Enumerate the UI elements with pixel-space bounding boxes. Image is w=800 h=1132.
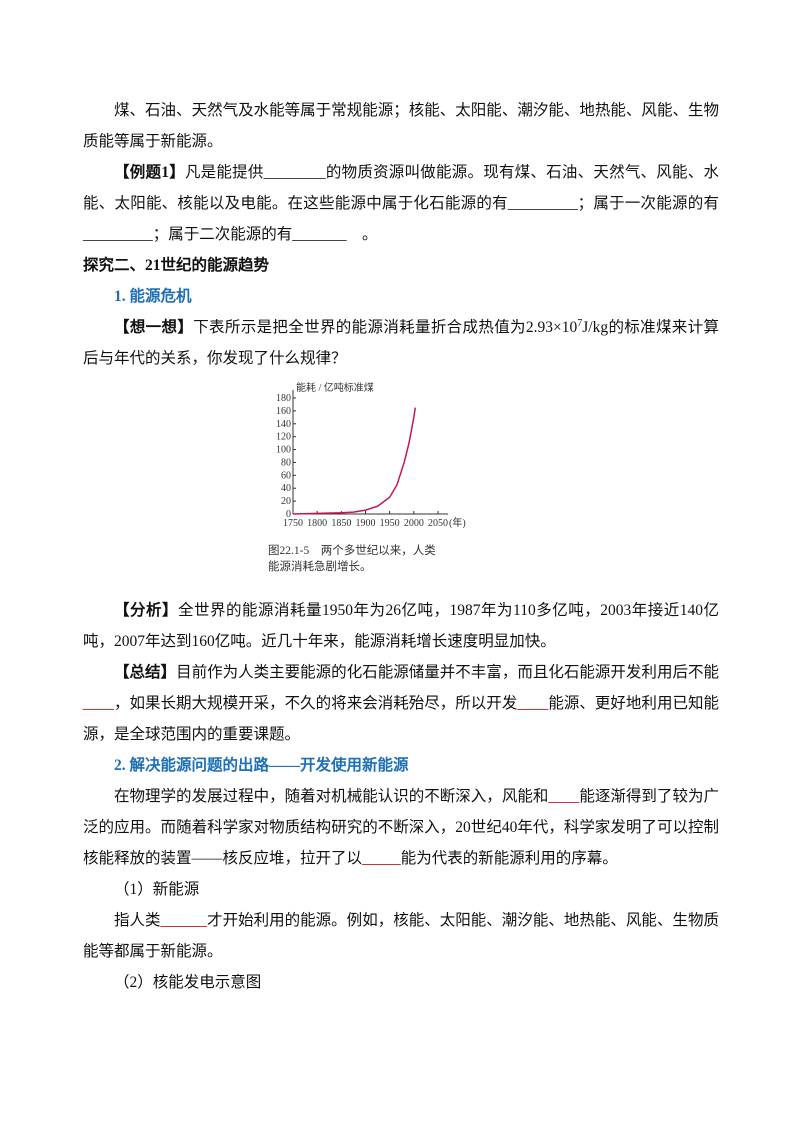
text: 能逐渐得到了较为广泛的应用。而随着科学家对物质结构研究的不断深入，20世纪40年… (83, 788, 719, 867)
label: 【总结】 (114, 664, 177, 681)
y-tick-label: 100 (276, 445, 291, 456)
label: 【分析】 (114, 602, 179, 619)
line (292, 407, 417, 515)
text: 凡是能提供 (184, 164, 264, 181)
text: 目前作为人类主要能源的化石能源储量并不丰富，而且化石能源开发利用后不能 (176, 664, 719, 681)
y-tick-label: 40 (281, 483, 291, 494)
text: J/kg的标准煤来计算后与年代的关系，你发现了什么规律？ (83, 319, 719, 367)
x-tick-label: 1950 (380, 518, 400, 529)
x-tick-label: 1850 (331, 518, 351, 529)
y-tick-label: 0 (286, 509, 291, 520)
caption: 图22.1-5 两个多世纪以来，人类 (268, 545, 436, 557)
y-tick-label: 160 (276, 406, 291, 417)
figure: 能耗 / 亿吨标准煤 0 20 40 60 80 100 120 140 160 180 1750 1… (268, 381, 508, 575)
x-tick-label: 2050 (428, 518, 448, 529)
label: 【例题1】 (114, 164, 185, 181)
subheading: 2. 解决能源问题的出路——开发使用新能源 (114, 757, 409, 774)
text: 。 (346, 226, 378, 243)
blank: ____ (517, 695, 549, 712)
text: （2）核能发电示意图 (114, 974, 262, 991)
y-tick-label: 20 (281, 496, 291, 507)
y-tick-label: 60 (281, 470, 291, 481)
text: 指人类 (114, 912, 161, 929)
paragraph: 【想一想】下表所示是把全世界的能源消耗量折合成热值为2.93×107J/kg的标… (83, 312, 719, 374)
label: 【想一想】 (114, 319, 194, 336)
x-tick-label: 1800 (307, 518, 327, 529)
text: 才开始利用的能源。例如，核能、太阳能、潮汐能、地热能、风能、生物质能等都属于新能… (83, 912, 719, 960)
text: 的物质资源叫做能源。现有煤、石油、天然气、风能、水能、太阳能、核能以及电能。在这… (83, 164, 719, 212)
text: ；属于一次能源的有 (577, 195, 719, 212)
paragraph: 【分析】全世界的能源消耗量1950年为26亿吨，1987年为110多亿吨，200… (83, 595, 719, 657)
paragraph: 【例题1】凡是能提供________的物质资源叫做能源。现有煤、石油、天然气、风… (83, 157, 719, 250)
text: 下表所示是把全世界的能源消耗量折合成热值为2.93×10 (193, 319, 578, 336)
y-axis-label: 能耗 / 亿吨标准煤 (296, 382, 374, 394)
text: 煤、石油、天然气及水能等属于常规能源；核能、太阳能、潮汐能、地热能、风能、生物质… (83, 102, 719, 150)
text: 能为代表的新能源利用的序幕。 (400, 850, 618, 867)
paragraph: （2）核能发电示意图 (83, 967, 719, 998)
text: （1）新能源 (114, 881, 200, 898)
text: 全世界的能源消耗量1950年为26亿吨，1987年为110多亿吨，2003年接近… (83, 602, 719, 650)
x-tick-label: 2000 (404, 518, 424, 529)
paragraph: 煤、石油、天然气及水能等属于常规能源；核能、太阳能、潮汐能、地热能、风能、生物质… (83, 95, 719, 157)
text: ，如果长期大规模开采，不久的将来会消耗殆尽，所以开发 (114, 695, 518, 712)
superscript: 7 (577, 317, 583, 329)
caption: 能源消耗急剧增长。 (268, 561, 372, 573)
paragraph: （1）新能源 (83, 874, 719, 905)
blank: _______ (292, 226, 347, 243)
y-tick-label: 80 (281, 457, 291, 468)
subheading: 1. 能源危机 (114, 288, 192, 305)
section-heading: 探究二、21世纪的能源趋势 (83, 257, 270, 274)
text: 在物理学的发展过程中，随着对机械能认识的不断深入，风能和 (114, 788, 549, 805)
y-tick-label: 180 (276, 393, 291, 404)
blank: ____ (548, 788, 580, 805)
text: ；属于二次能源的有 (152, 226, 293, 243)
paragraph: 【总结】目前作为人类主要能源的化石能源储量并不丰富，而且化石能源开发利用后不能 _… (83, 657, 719, 750)
blank: _________ (507, 195, 578, 212)
x-tick-label: 1750 (283, 518, 303, 529)
y-tick-label: 120 (276, 432, 291, 443)
paragraph: 在物理学的发展过程中，随着对机械能认识的不断深入，风能和____能逐渐得到了较为… (83, 781, 719, 874)
document: 煤、石油、天然气及水能等属于常规能源；核能、太阳能、潮汐能、地热能、风能、生物质… (83, 95, 719, 998)
x-tick-label: 1900 (356, 518, 376, 529)
blank: _____ (362, 850, 401, 867)
blank: ____ (83, 695, 114, 712)
blank: ________ (263, 164, 326, 181)
paragraph: 指人类______才开始利用的能源。例如，核能、太阳能、潮汐能、地热能、风能、生… (83, 905, 719, 967)
x-axis-label: (年) (449, 516, 466, 529)
text: 能源、更好地利用已知能源，是全球范围内的重要课题。 (83, 695, 719, 743)
blank: ______ (160, 912, 208, 929)
blank: _________ (83, 226, 153, 243)
y-tick-label: 140 (276, 419, 291, 430)
